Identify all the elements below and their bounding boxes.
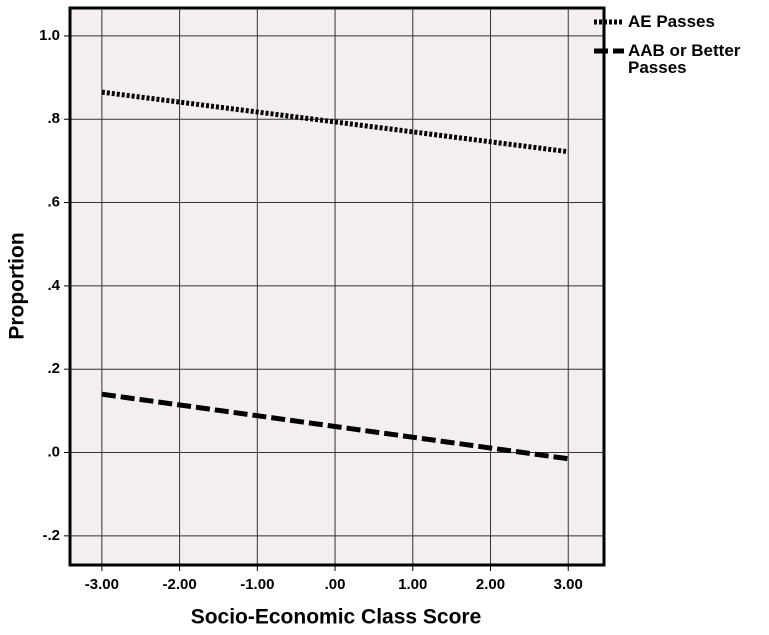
legend-label: AE Passes (628, 12, 715, 31)
y-tick-label: .6 (47, 194, 60, 211)
y-tick-label: .8 (47, 110, 60, 127)
y-tick-label: .4 (47, 277, 60, 294)
x-tick-label: 2.00 (476, 576, 505, 593)
y-tick-label: -.2 (42, 527, 60, 544)
x-tick-label: 3.00 (554, 576, 583, 593)
y-axis-title: Proportion (6, 232, 29, 339)
x-axis-title: Socio-Economic Class Score (191, 606, 482, 629)
legend-label: AAB or Better Passes (628, 41, 741, 77)
series-line (101, 391, 569, 462)
y-tick-label: .0 (47, 443, 60, 460)
series-line (101, 89, 569, 155)
y-tick-label: 1.0 (39, 27, 60, 44)
plot-border (68, 6, 606, 567)
x-tick-label: 1.00 (398, 576, 427, 593)
x-tick-label: -3.00 (85, 576, 119, 593)
y-tick-label: .2 (47, 360, 60, 377)
x-tick-label: -2.00 (162, 576, 196, 593)
x-tick-label: .00 (325, 576, 346, 593)
x-tick-label: -1.00 (240, 576, 274, 593)
plot-background (70, 8, 604, 565)
